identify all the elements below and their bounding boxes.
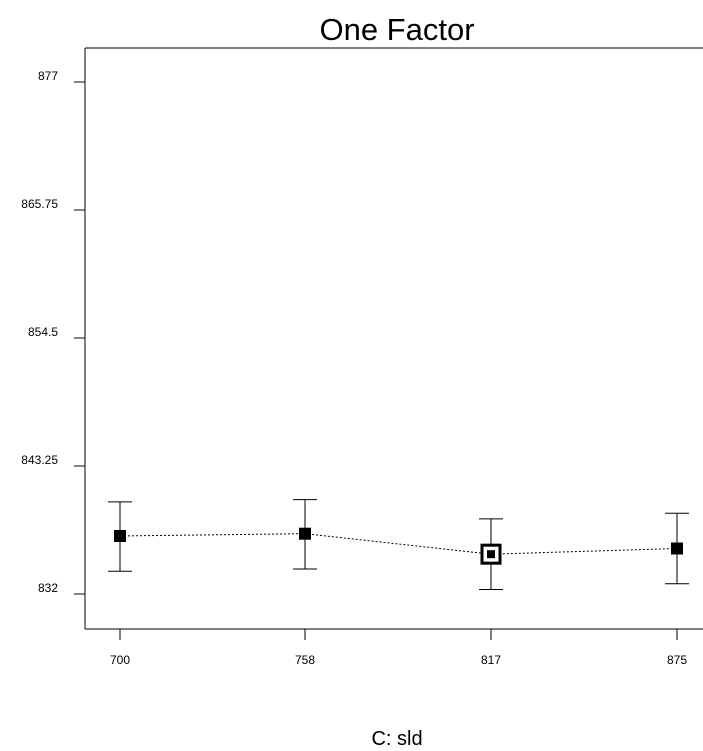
data-point [114, 529, 126, 542]
x-axis: 700 758 817 875 [110, 629, 687, 667]
data-point-highlighted-core [487, 550, 495, 559]
y-tick-label: 832 [38, 581, 58, 595]
x-tick-label: 875 [667, 653, 687, 667]
series-group [108, 499, 689, 590]
x-tick-label: 817 [481, 653, 501, 667]
y-tick-label: 854.5 [28, 325, 58, 339]
data-point [299, 527, 311, 540]
x-axis-label: C: sld [371, 728, 422, 750]
x-tick-label: 700 [110, 653, 130, 667]
chart-title: One Factor [319, 12, 474, 47]
series-line [119, 533, 678, 555]
x-tick-label: 758 [295, 653, 315, 667]
y-tick-label: 865.75 [21, 197, 58, 211]
y-axis: 832 843.25 854.5 865.75 877 [21, 69, 85, 595]
data-point [671, 542, 683, 555]
y-tick-label: 877 [38, 69, 58, 83]
y-tick-label: 843.25 [21, 453, 58, 467]
plot-area [84, 47, 703, 630]
